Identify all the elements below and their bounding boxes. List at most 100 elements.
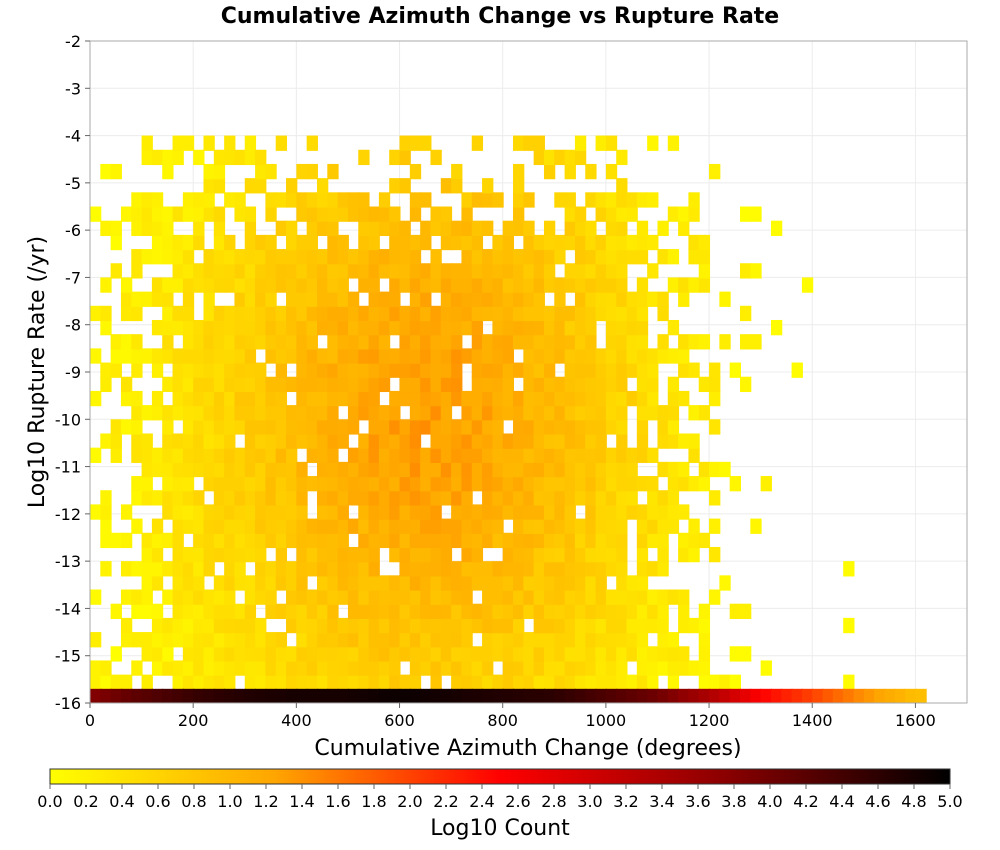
heatmap-cell <box>265 589 277 605</box>
heatmap-cell <box>420 334 432 350</box>
heatmap-cell <box>255 476 267 492</box>
heatmap-cell <box>120 561 133 577</box>
heatmap-cell <box>605 405 618 421</box>
heatmap-cell <box>657 405 669 421</box>
heatmap-cell <box>471 263 484 279</box>
heatmap-cell <box>513 632 525 648</box>
heatmap-cell <box>461 447 473 463</box>
heatmap-cell <box>409 348 422 364</box>
heatmap-cell <box>626 646 638 662</box>
heatmap-cell <box>399 447 411 463</box>
heatmap-cell <box>368 660 380 676</box>
heatmap-cell <box>306 348 318 364</box>
heatmap-cell <box>306 518 318 534</box>
heatmap-cell <box>843 674 855 690</box>
x-tick-label: 0 <box>85 711 95 730</box>
heatmap-cell <box>151 362 164 378</box>
heatmap-cell <box>420 234 432 251</box>
heatmap-cell <box>337 277 349 293</box>
heatmap-cell <box>265 603 277 619</box>
heatmap-cell <box>389 149 401 166</box>
heatmap-cell <box>420 291 432 307</box>
heatmap-cell <box>203 561 215 577</box>
heatmap-cell <box>636 220 649 236</box>
heatmap-cell <box>306 632 318 648</box>
heatmap-cell <box>327 674 339 690</box>
heatmap-cell <box>316 291 329 307</box>
heatmap-cell <box>389 348 401 364</box>
heatmap-cell <box>296 660 308 676</box>
heatmap-cell <box>327 546 339 563</box>
heatmap-cell <box>420 632 432 648</box>
heatmap-cell <box>420 589 432 605</box>
heatmap-cell <box>182 575 195 591</box>
heatmap-cell <box>471 461 484 478</box>
heatmap-cell <box>616 589 628 605</box>
heatmap-cell <box>100 433 112 449</box>
heatmap-cell <box>461 660 473 676</box>
heatmap-cell <box>244 603 257 619</box>
heatmap-cell <box>389 660 401 676</box>
heatmap-cell <box>636 603 649 619</box>
heatmap-cell <box>141 632 153 648</box>
colorbar-tick-label: 0.6 <box>145 792 170 811</box>
heatmap-cell <box>709 362 721 378</box>
heatmap-cell <box>554 305 566 322</box>
heatmap-cell <box>286 319 298 336</box>
heatmap-cell <box>213 546 226 563</box>
heatmap-cell <box>306 447 318 463</box>
heatmap-cell <box>605 490 618 506</box>
x-axis-label: Cumulative Azimuth Change (degrees) <box>314 736 741 761</box>
heatmap-cell <box>286 433 298 449</box>
heatmap-cell <box>482 674 494 690</box>
heatmap-cell <box>162 348 174 364</box>
heatmap-cell <box>616 518 628 534</box>
heatmap-cell <box>894 688 907 703</box>
heatmap-cell <box>616 263 628 279</box>
heatmap-cell <box>286 561 298 577</box>
heatmap-cell <box>358 433 370 449</box>
heatmap-cell <box>100 163 112 180</box>
heatmap-cell <box>688 688 700 703</box>
heatmap-cell <box>131 603 143 619</box>
heatmap-cell <box>812 688 824 703</box>
heatmap-cell <box>636 291 649 307</box>
heatmap-cell <box>502 504 515 520</box>
heatmap-cell <box>265 348 277 364</box>
heatmap-cell <box>213 277 226 293</box>
heatmap-cell <box>296 234 308 251</box>
heatmap-cell <box>420 376 432 393</box>
heatmap-cell <box>564 405 576 421</box>
heatmap-cell <box>265 249 277 265</box>
heatmap-cell <box>409 476 422 492</box>
heatmap-cell <box>626 632 638 648</box>
heatmap-cell <box>286 234 298 251</box>
heatmap-cell <box>358 546 370 563</box>
heatmap-cell <box>234 334 246 350</box>
heatmap-cell <box>141 405 153 421</box>
heatmap-cell <box>358 461 370 478</box>
heatmap-cell <box>636 646 649 662</box>
heatmap-cell <box>141 674 153 690</box>
heatmap-cell <box>172 518 184 534</box>
heatmap-cell <box>523 589 535 605</box>
heatmap-cell <box>327 603 339 619</box>
heatmap-cell <box>316 504 329 520</box>
heatmap-cell <box>234 660 246 676</box>
heatmap-cell <box>337 575 349 591</box>
heatmap-cell <box>255 334 267 350</box>
heatmap-cell <box>574 674 587 690</box>
heatmap-cell <box>574 206 587 222</box>
heatmap-cell <box>523 447 535 463</box>
heatmap-cell <box>120 305 133 322</box>
heatmap-cell <box>585 646 597 662</box>
heatmap-cell <box>636 575 649 591</box>
heatmap-cell <box>347 490 360 506</box>
heatmap-cell <box>141 461 153 478</box>
heatmap-cell <box>513 447 525 463</box>
heatmap-cell <box>306 476 318 492</box>
heatmap-cell <box>698 632 711 648</box>
heatmap-cell <box>657 660 669 676</box>
heatmap-cell <box>213 688 226 703</box>
heatmap-cell <box>378 490 391 506</box>
